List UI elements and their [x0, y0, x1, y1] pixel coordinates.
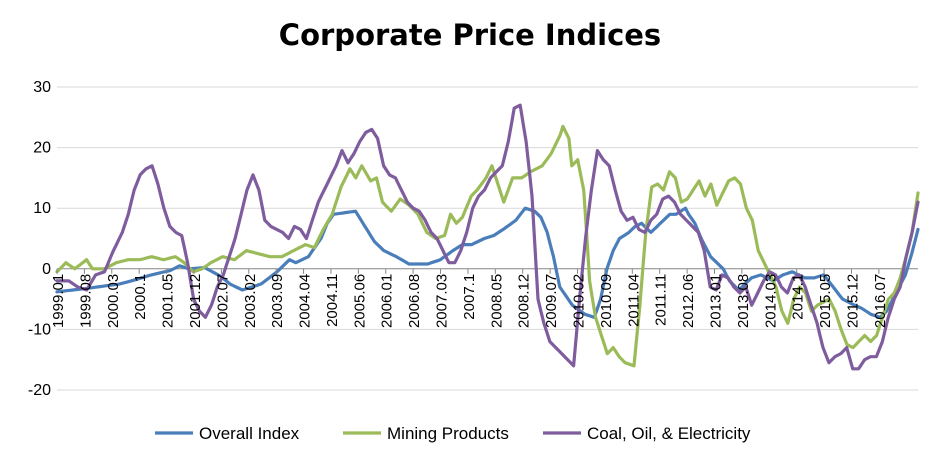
x-tick-label: 2000.03 — [105, 274, 122, 328]
x-tick-label: 2003.02 — [242, 274, 259, 328]
x-tick-label: 2001.05 — [160, 274, 177, 328]
x-tick-label: 2014.03 — [762, 274, 779, 328]
chart-title: Corporate Price Indices — [278, 18, 662, 52]
y-tick-label: -10 — [28, 321, 51, 338]
x-tick-label: 2004.11 — [324, 274, 341, 327]
y-tick-label: 30 — [33, 79, 51, 96]
x-tick-label: 2007.1 — [461, 274, 478, 320]
x-tick-label: 2015.12 — [844, 274, 861, 328]
x-tick-label: 2006.08 — [406, 274, 423, 328]
x-tick-label: 2006.01 — [379, 274, 396, 328]
x-tick-label: 2007.03 — [434, 274, 451, 328]
y-tick-label: 20 — [33, 140, 51, 157]
x-tick-label: 2004.04 — [297, 274, 314, 328]
x-tick-label: 2011.11 — [653, 274, 670, 326]
x-axis-ticks: 1999.01 1999.08 2000.03 2000.1 2001.05 2001.1… — [50, 268, 889, 328]
x-tick-label: 2005.06 — [351, 274, 368, 328]
x-tick-label: 2013.01 — [707, 274, 724, 328]
x-tick-label: 2015.05 — [817, 274, 834, 328]
y-tick-label: -20 — [28, 382, 51, 399]
y-tick-label: 0 — [42, 261, 51, 278]
x-tick-label: 2016.07 — [872, 274, 889, 328]
x-tick-label: 2008.12 — [516, 274, 533, 328]
x-tick-label: 2000.1 — [132, 274, 149, 320]
x-tick-label: 2010.02 — [571, 274, 588, 328]
y-axis-ticks: -20 -10 0 10 20 30 — [28, 79, 51, 399]
x-tick-label: 2010.09 — [598, 274, 615, 328]
x-tick-label: 2009.07 — [543, 274, 560, 328]
x-tick-label: 2014.1 — [790, 274, 807, 320]
legend-label: Coal, Oil, & Electricity — [587, 424, 751, 443]
x-tick-label: 2001.12 — [187, 274, 204, 328]
y-tick-label: 10 — [33, 200, 51, 217]
x-tick-label: 1999.08 — [77, 274, 94, 328]
x-tick-label: 1999.01 — [50, 274, 67, 328]
x-tick-label: 2008.05 — [488, 274, 505, 328]
legend: Overall Index Mining Products Coal, Oil, &… — [155, 424, 751, 443]
x-tick-label: 2003.09 — [269, 274, 286, 328]
x-tick-label: 2011.04 — [625, 274, 642, 327]
x-tick-label: 2012.06 — [680, 274, 697, 328]
series-line-mining-products — [55, 124, 920, 368]
x-tick-label: 2002.07 — [214, 274, 231, 328]
series-lines — [55, 103, 920, 371]
legend-label: Mining Products — [387, 424, 509, 443]
series-line-coal-oil-electricity — [55, 103, 920, 371]
x-tick-label: 2013.08 — [735, 274, 752, 328]
legend-label: Overall Index — [199, 424, 300, 443]
